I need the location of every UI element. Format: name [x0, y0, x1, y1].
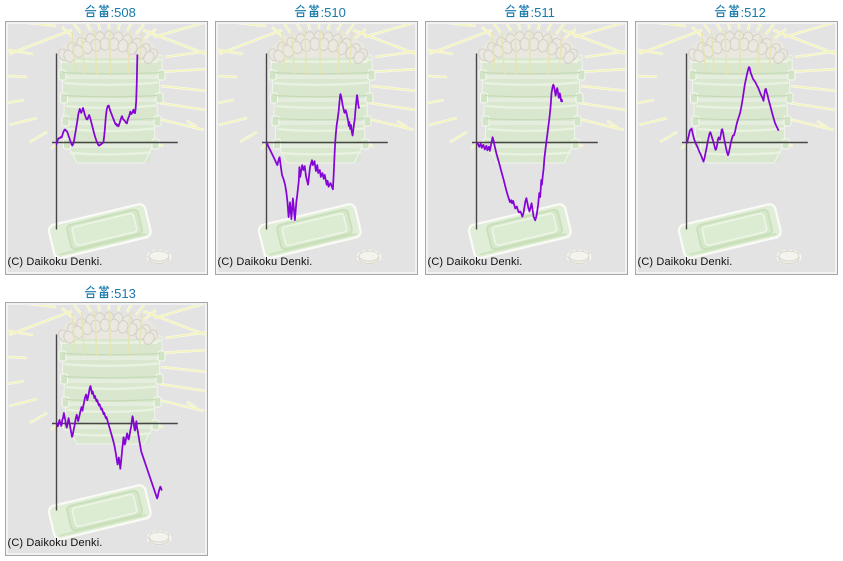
svg-text:(C) Daikoku Denki.: (C) Daikoku Denki.: [8, 256, 103, 268]
svg-text::508: :508: [111, 5, 136, 19]
svg-text::510: :510: [321, 5, 346, 19]
svg-text::512: :512: [741, 5, 766, 19]
svg-text::511: :511: [531, 5, 555, 19]
svg-text:(C) Daikoku Denki.: (C) Daikoku Denki.: [8, 537, 103, 549]
svg-text:(C) Daikoku Denki.: (C) Daikoku Denki.: [638, 256, 733, 268]
svg-text:(C) Daikoku Denki.: (C) Daikoku Denki.: [428, 256, 523, 268]
svg-text:(C) Daikoku Denki.: (C) Daikoku Denki.: [218, 256, 313, 268]
svg-text::513: :513: [111, 286, 136, 300]
